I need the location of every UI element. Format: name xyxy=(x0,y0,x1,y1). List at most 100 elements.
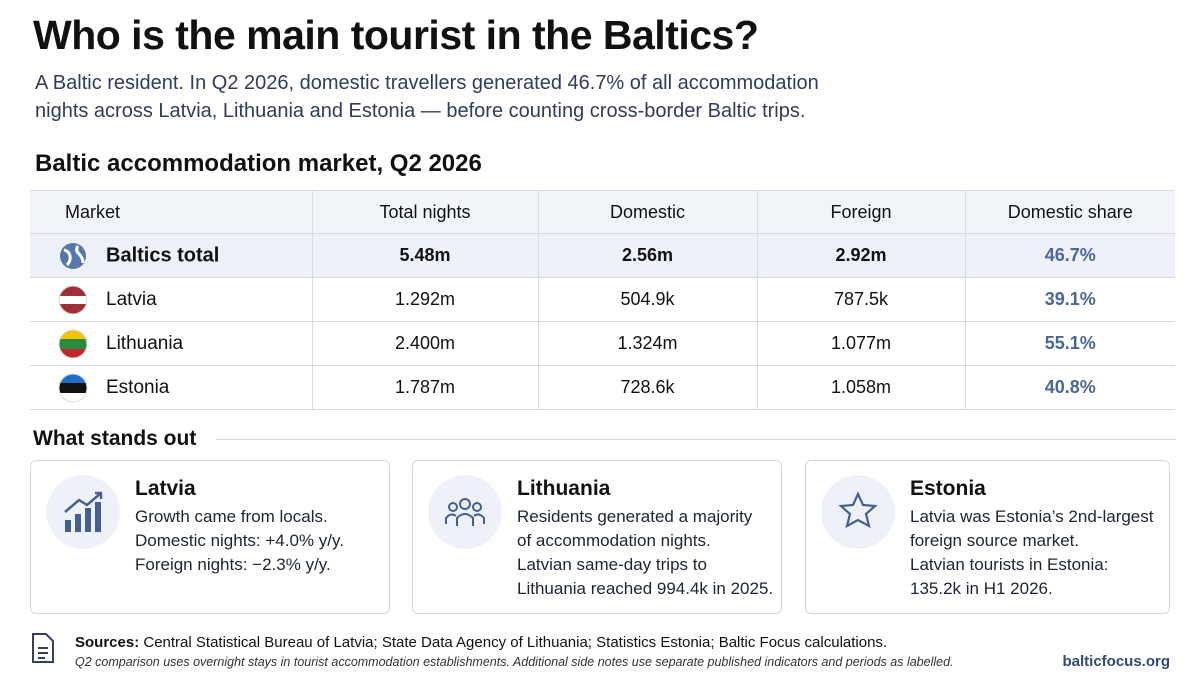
flag-icon xyxy=(58,285,88,315)
icon-part xyxy=(59,373,87,402)
icon-part xyxy=(46,475,120,549)
table-cell: 728.6k xyxy=(537,365,757,410)
cell-value: 5.48m xyxy=(399,245,451,265)
column-header: Total nights xyxy=(311,190,538,234)
cell-value: 1.058m xyxy=(830,377,892,397)
icon-part xyxy=(58,373,88,402)
card-line: Lithuania reached 994.4k in 2025. xyxy=(517,579,774,598)
cell-value: 1.292m xyxy=(394,289,456,309)
cell-value: 40.8% xyxy=(1044,377,1096,397)
doc-icon xyxy=(32,633,54,663)
card-title: Lithuania xyxy=(517,477,611,500)
cell-value: 504.9k xyxy=(620,289,675,309)
market-name: Estonia xyxy=(106,376,170,398)
table-cell: 46.7% xyxy=(964,233,1175,278)
card-icon xyxy=(45,474,121,555)
cell-value: 1.324m xyxy=(617,333,678,353)
card-line: Domestic nights: +4.0% y/y. xyxy=(135,531,344,550)
icon-part xyxy=(32,633,54,663)
sources-text: Central Statistical Bureau of Latvia; St… xyxy=(143,634,888,651)
cell-value: 55.1% xyxy=(1044,333,1096,353)
site: balticfocus.org xyxy=(1062,653,1170,670)
icon-part xyxy=(65,520,71,532)
card-line: foreign source market. xyxy=(910,531,1080,550)
cell-value: 39.1% xyxy=(1044,289,1096,309)
card-line: Latvian same-day trips to xyxy=(517,555,707,574)
card-line: Latvian tourists in Estonia: xyxy=(910,555,1109,574)
flag-icon xyxy=(58,373,88,403)
icon-part xyxy=(59,382,87,393)
card-line: of accommodation nights. xyxy=(517,531,711,550)
column-header: Market xyxy=(30,190,312,234)
card-line: Foreign nights: −2.3% y/y. xyxy=(135,555,331,574)
market-name: Baltics total xyxy=(106,244,220,266)
icon-part xyxy=(59,295,87,304)
table-cell: Estonia xyxy=(30,365,312,410)
header-row: Market Total nights Domestic Foreign Domesti… xyxy=(30,190,1175,234)
table-cell: 1.324m xyxy=(537,321,757,366)
subtitle: A Baltic resident. In Q2 2026, domestic … xyxy=(35,72,819,94)
card-line: 135.2k in H1 2026. xyxy=(910,579,1053,598)
table-cell: 1.292m xyxy=(311,277,538,322)
card-title: Estonia xyxy=(910,477,986,500)
flag-icon xyxy=(58,241,88,271)
sources: Sources: Central Statistical Bureau of L… xyxy=(75,634,887,651)
table-cell: Latvia xyxy=(30,277,312,322)
column-header: Domestic share xyxy=(964,190,1175,234)
table-row: Latvia 1.292m 504.9k 787.5k 39.1% xyxy=(30,277,1175,322)
icon-part xyxy=(59,338,87,349)
icon-part xyxy=(59,285,87,314)
table-row: Estonia 1.787m 728.6k 1.058m 40.8% xyxy=(30,365,1175,410)
subtitle: nights across Latvia, Lithuania and Esto… xyxy=(35,100,806,122)
highlight-card: Lithuania Residents generated a majority o… xyxy=(412,460,782,614)
cell-value: 787.5k xyxy=(833,289,889,309)
icon-part xyxy=(428,475,502,549)
table-cell: 2.400m xyxy=(311,321,538,366)
card-title: Latvia xyxy=(135,477,196,500)
table-cell: 5.48m xyxy=(311,233,538,278)
cell-value: 728.6k xyxy=(620,377,675,397)
card-line: Residents generated a majority xyxy=(517,507,753,526)
divider xyxy=(216,439,1176,440)
card-line: Latvia was Estonia’s 2nd-largest xyxy=(910,507,1154,526)
icon-part xyxy=(58,285,88,314)
table-row: Lithuania 2.400m 1.324m 1.077m 55.1% xyxy=(30,321,1175,366)
table-cell: 1.058m xyxy=(756,365,965,410)
cell-value: 2.400m xyxy=(394,333,456,353)
icon-part xyxy=(459,498,471,510)
icon-part xyxy=(60,242,86,269)
table-row: Baltics total 5.48m 2.56m 2.92m 46.7% xyxy=(30,233,1175,278)
icon-part xyxy=(75,514,81,532)
icon-part xyxy=(59,373,87,383)
icon-part xyxy=(85,508,91,532)
card-icon xyxy=(820,474,896,555)
table-cell: 504.9k xyxy=(537,277,757,322)
cell-value: 1.787m xyxy=(394,377,456,397)
icon-part xyxy=(59,285,87,296)
table-cell: Lithuania xyxy=(30,321,312,366)
table-cell: 2.92m xyxy=(756,233,965,278)
icon-part xyxy=(38,647,48,659)
icon-part xyxy=(63,244,85,266)
title: Who is the main tourist in the Baltics? xyxy=(33,12,759,58)
card-icon xyxy=(427,474,503,555)
icon-part xyxy=(59,348,87,358)
table-cell: 2.56m xyxy=(537,233,757,278)
market-table: Market Total nights Domestic Foreign Domesti… xyxy=(30,190,1175,410)
card-line: Growth came from locals. xyxy=(135,507,328,526)
icon-part xyxy=(448,502,458,512)
icon-part xyxy=(58,373,88,402)
table-cell: 1.077m xyxy=(756,321,965,366)
table-title: Baltic accommodation market, Q2 2026 xyxy=(35,150,482,177)
icon-part xyxy=(59,329,87,358)
cell-value: 2.56m xyxy=(621,245,674,265)
note: Q2 comparison uses overnight stays in to… xyxy=(75,655,954,669)
cell-value: 46.7% xyxy=(1044,245,1096,265)
icon-part xyxy=(821,475,895,549)
sources-label: Sources: xyxy=(75,634,140,651)
column-header: Foreign xyxy=(756,190,965,234)
icon-part xyxy=(445,513,485,526)
table-cell: 39.1% xyxy=(964,277,1175,322)
table-cell: 1.787m xyxy=(311,365,538,410)
